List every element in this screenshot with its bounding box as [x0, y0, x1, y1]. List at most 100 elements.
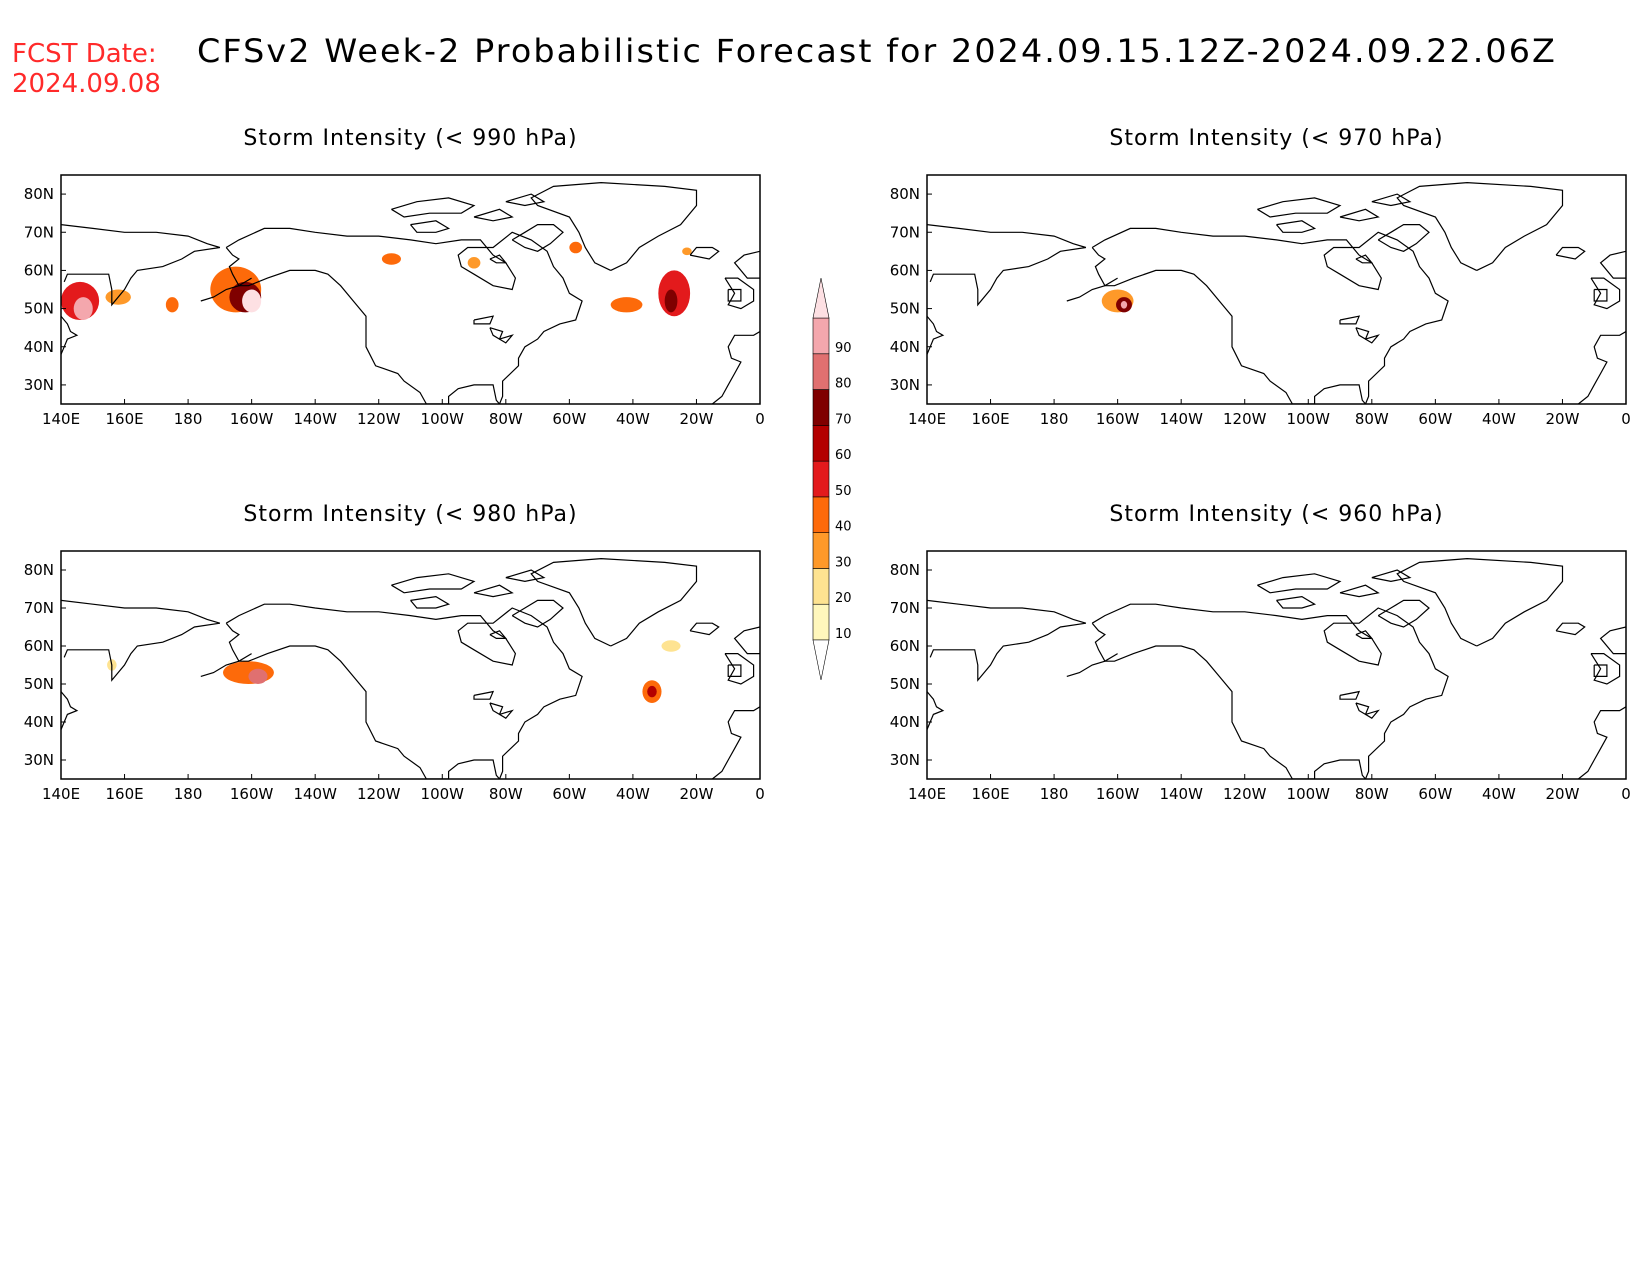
fcst-date-label: FCST Date:	[12, 39, 157, 69]
coastline	[1577, 330, 1626, 404]
lon-tick-label: 40W	[616, 785, 650, 803]
lon-tick-label: 120W	[1223, 410, 1267, 428]
coastline	[1257, 197, 1342, 218]
lat-tick-label: 60N	[24, 261, 54, 279]
coastline	[511, 599, 564, 628]
coastline	[511, 224, 564, 252]
coastline	[505, 193, 546, 207]
probability-area	[248, 668, 268, 685]
coastline	[1276, 220, 1317, 233]
lat-tick-label: 70N	[24, 599, 54, 617]
colorbar-segment	[812, 568, 830, 605]
lon-tick-label: 0	[1621, 410, 1631, 428]
coastline	[1371, 569, 1412, 583]
lon-tick-label: 160W	[230, 785, 274, 803]
coastline	[225, 227, 583, 404]
lon-tick-label: 100W	[421, 410, 465, 428]
coastline	[1339, 208, 1380, 222]
lon-tick-label: 20W	[1545, 785, 1579, 803]
colorbar-tick-label: 20	[835, 591, 852, 606]
coastline	[689, 622, 720, 636]
map-frame	[60, 550, 761, 780]
lon-tick-label: 40W	[1482, 410, 1516, 428]
coastline	[1276, 595, 1317, 609]
lon-tick-label: 80W	[1355, 785, 1389, 803]
coastline	[530, 181, 698, 271]
lon-tick-label: 140W	[1159, 410, 1203, 428]
lat-tick-label: 50N	[24, 300, 54, 318]
lon-tick-label: 60W	[1418, 410, 1452, 428]
map-background	[61, 551, 760, 779]
panel-980-hpa: Storm Intensity (< 980 hPa) 140E 160E 180 16…	[24, 502, 765, 803]
coastline	[1396, 557, 1564, 647]
coastline	[1091, 603, 1449, 779]
lon-tick-label: 60W	[552, 785, 586, 803]
coastline	[473, 315, 495, 325]
colorbar-segment	[812, 389, 830, 426]
lon-tick-label: 140E	[42, 410, 80, 428]
lon-tick-label: 60W	[552, 410, 586, 428]
colorbar-tick-label: 70	[835, 412, 852, 427]
colorbar: 10 20 30 40 50 60 70 80 90	[812, 277, 852, 681]
coastline	[1355, 254, 1374, 264]
coastline	[1066, 653, 1118, 677]
coastline	[1599, 250, 1626, 279]
coastline	[530, 557, 698, 647]
coastline	[61, 599, 221, 682]
lon-tick-label: 160E	[971, 410, 1009, 428]
lat-tick-label: 50N	[890, 300, 920, 318]
map-frame	[926, 174, 1627, 405]
lon-tick-label: 140W	[293, 785, 337, 803]
colorbar-segment	[812, 532, 830, 569]
lat-tick-label: 50N	[890, 675, 920, 693]
coastline	[499, 334, 514, 344]
lat-tick-label: 50N	[24, 675, 54, 693]
lon-tick-label: 40W	[616, 410, 650, 428]
lon-tick-label: 120W	[357, 410, 401, 428]
lat-tick-label: 40N	[24, 713, 54, 731]
lon-tick-label: 0	[1621, 785, 1631, 803]
lat-tick-label: 60N	[24, 637, 54, 655]
probability-area	[381, 253, 401, 265]
coastline	[1257, 573, 1342, 594]
coastline	[711, 330, 760, 404]
coastline	[1593, 288, 1608, 302]
probability-area	[1120, 300, 1128, 309]
coastline	[1396, 181, 1564, 271]
lat-tick-label: 80N	[24, 561, 54, 579]
lon-tick-label: 0	[755, 785, 765, 803]
lat-tick-label: 40N	[890, 338, 920, 356]
coastline	[1339, 690, 1361, 700]
probability-area	[610, 297, 643, 313]
coastline	[727, 664, 742, 677]
coastline	[1339, 584, 1380, 598]
colorbar-segment	[812, 496, 830, 533]
lon-tick-label: 180	[1040, 785, 1069, 803]
lon-tick-label: 80W	[489, 410, 523, 428]
probability-area	[165, 297, 179, 313]
lon-tick-label: 180	[1040, 410, 1069, 428]
coastline	[1091, 227, 1449, 404]
coastline	[61, 224, 221, 307]
colorbar-top-arrow	[812, 277, 830, 319]
lon-tick-label: 120W	[1223, 785, 1267, 803]
coastline	[200, 277, 252, 302]
coastline	[927, 599, 1087, 682]
lat-tick-label: 30N	[890, 376, 920, 394]
coastline	[473, 584, 514, 598]
coastline	[1577, 706, 1626, 779]
coastline	[499, 709, 514, 719]
coastline	[733, 250, 760, 279]
lat-tick-label: 30N	[890, 751, 920, 769]
lon-tick-label: 0	[755, 410, 765, 428]
coastline	[724, 277, 755, 310]
coastline	[724, 653, 755, 685]
coastline	[1339, 315, 1361, 325]
coastline	[927, 224, 1087, 307]
coastline	[1599, 626, 1626, 655]
panel-title: Storm Intensity (< 980 hPa)	[243, 502, 577, 527]
coastline	[689, 246, 720, 260]
coastline	[489, 630, 508, 639]
coastline	[1555, 246, 1586, 260]
